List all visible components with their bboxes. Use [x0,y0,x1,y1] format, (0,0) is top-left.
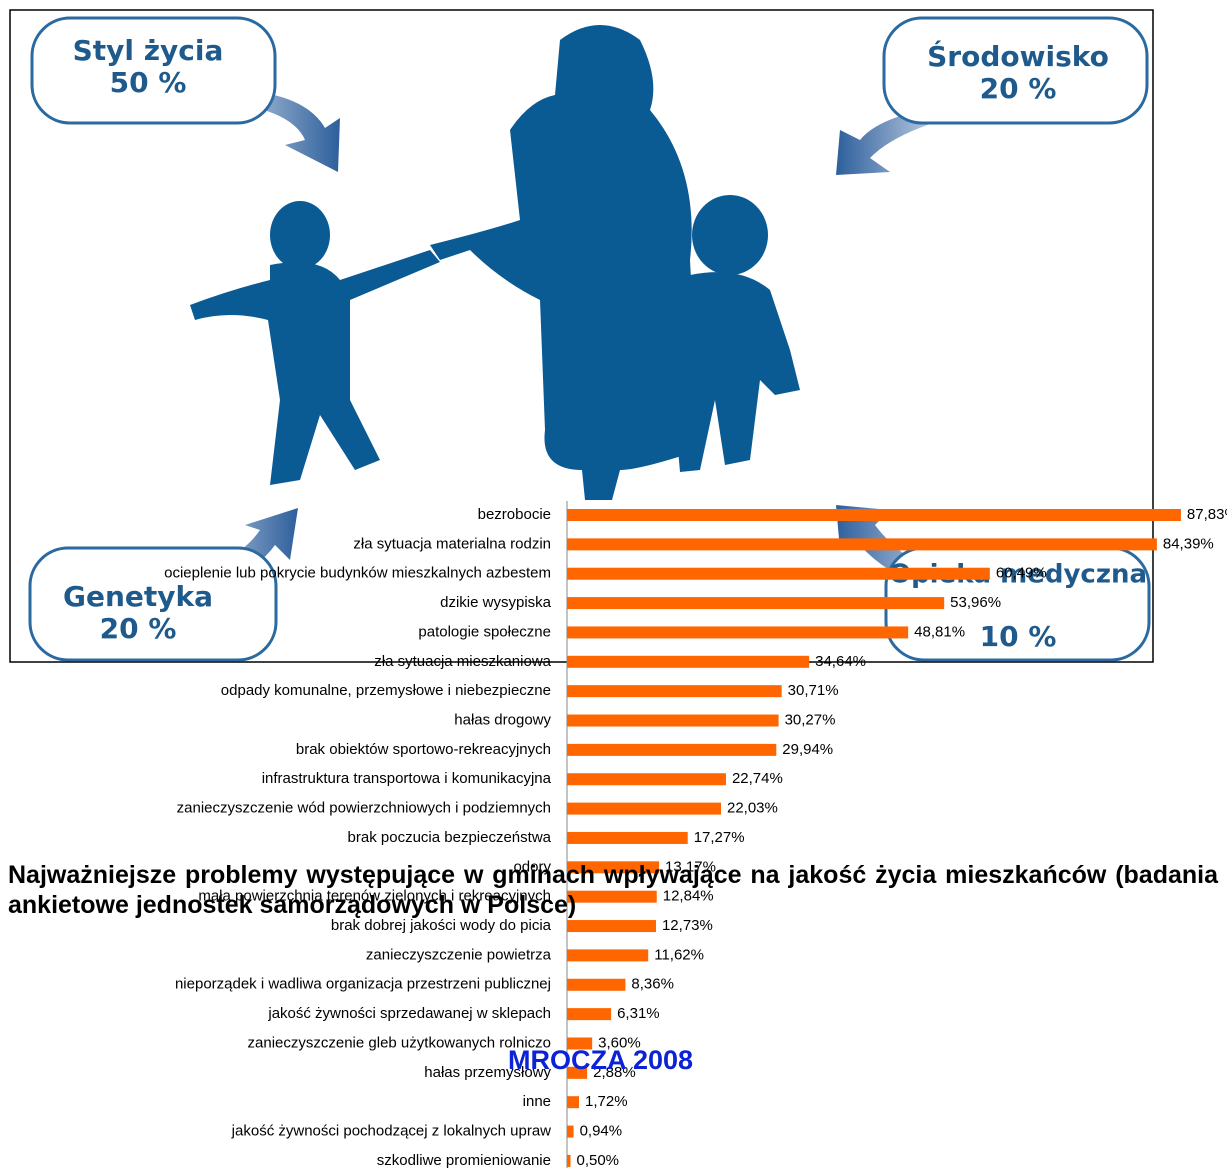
bar [567,803,721,815]
value-label: 6,31% [617,1005,660,1022]
y-tick-label: brak obiektów sportowo-rekreacyjnych [296,741,551,758]
bubble-share: 10 % [980,620,1057,653]
y-tick-label: zła sytuacja mieszkaniowa [374,653,551,670]
y-tick-label: odpady komunalne, przemysłowe i niebezpi… [221,682,551,699]
y-tick-label: inne [523,1093,551,1110]
y-tick-label: ocieplenie lub pokrycie budynków mieszka… [164,565,551,582]
value-label: 0,50% [576,1152,619,1168]
bar [567,715,779,727]
bubble-share: 50 % [110,66,187,99]
value-label: 11,62% [654,946,704,963]
y-tick-label: jakość żywności pochodzącej z lokalnych … [231,1123,551,1140]
bubble-share: 20 % [980,72,1057,105]
bubble-label: Środowisko [927,39,1109,73]
bar [567,1096,579,1108]
value-label: 17,27% [694,829,745,846]
y-tick-label: infrastruktura transportowa i komunikacy… [262,770,552,787]
y-tick-label: brak poczucia bezpieczeństwa [348,829,552,846]
bar [567,597,944,609]
bar [567,685,782,697]
bar [567,773,726,785]
value-label: 29,94% [782,741,833,758]
value-label: 22,74% [732,770,783,787]
bar [567,509,1181,521]
bubble-share: 20 % [100,612,177,645]
y-tick-label: bezrobocie [478,506,551,523]
bubble-label: Styl życia [73,34,224,67]
value-label: 30,71% [788,682,839,699]
bar [567,949,648,961]
bar [567,568,990,580]
y-tick-label: patologie społeczne [418,623,551,640]
y-tick-label: zła sytuacja materialna rodzin [353,535,551,552]
bar [567,1008,611,1020]
value-label: 1,72% [585,1093,628,1110]
y-tick-label: jakość żywności sprzedawanej w sklepach [267,1005,551,1022]
chart: Styl życia 50 % Środowisko 20 % Genetyka… [0,0,1227,1168]
value-label: 60,49% [996,565,1047,582]
value-label: 8,36% [631,976,674,993]
bar [567,979,625,991]
bar [567,744,776,756]
bar [567,920,656,932]
y-tick-label: zanieczyszczenie powietrza [366,946,552,963]
bar [567,832,688,844]
bubble-label: Genetyka [63,580,213,613]
value-label: 34,64% [815,653,866,670]
value-label: 84,39% [1163,535,1214,552]
chart-title: Najważniejsze problemy występujące w gmi… [8,860,1218,920]
bar [567,656,809,668]
page: Styl życia 50 % Środowisko 20 % Genetyka… [0,0,1227,1168]
y-tick-label: zanieczyszczenie gleb użytkowanych rolni… [248,1034,551,1051]
source: MROCZA 2008 [508,1045,693,1076]
y-tick-label: szkodliwe promieniowanie [377,1152,551,1168]
bar [567,538,1157,550]
y-tick-label: dzikie wysypiska [440,594,552,611]
y-tick-label: zanieczyszczenie wód powierzchniowych i … [177,800,551,817]
value-label: 22,03% [727,800,778,817]
bar [567,1126,574,1138]
value-label: 53,96% [950,594,1001,611]
value-label: 87,83% [1187,506,1227,523]
value-label: 30,27% [785,711,836,728]
y-tick-label: nieporządek i wadliwa organizacja przest… [175,976,551,993]
bar [567,626,908,638]
bar [567,1155,570,1167]
y-tick-label: hałas drogowy [454,711,551,728]
value-label: 48,81% [914,623,965,640]
value-label: 0,94% [580,1123,623,1140]
